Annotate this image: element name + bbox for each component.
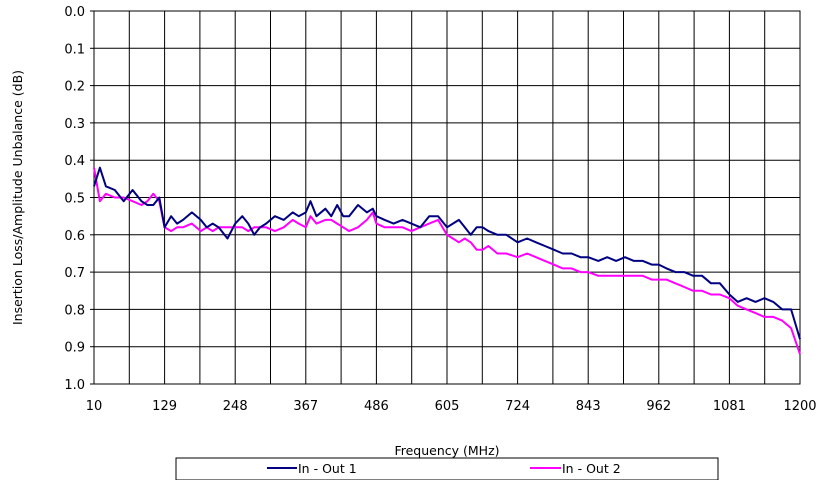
x-tick-label: 10 [86,399,103,414]
x-tick-label: 367 [293,399,318,414]
y-tick-label: 0.8 [64,303,85,318]
legend-label-series-2: In - Out 2 [562,461,621,476]
y-tick-label: 0.9 [64,341,85,356]
y-tick-label: 0.3 [64,117,85,132]
series-line-1 [93,166,801,340]
y-tick-label: 0.6 [64,229,85,244]
y-tick-label: 0.7 [64,266,85,281]
y-tick-label: 0.4 [64,154,85,169]
y-tick-label: 1.0 [64,378,85,393]
legend: In - Out 1 In - Out 2 [175,457,719,480]
y-tick-labels: 0.0 0.1 0.2 0.3 0.4 0.5 0.6 0.7 0.8 0.9 1.0 [64,5,94,393]
legend-label-series-1: In - Out 1 [298,461,357,476]
x-tick-label: 843 [576,399,601,414]
series-line-2 [93,167,801,355]
x-tick-labels: 10 129 248 367 486 605 724 843 962 1081 1200 [86,399,817,414]
x-tick-label: 605 [435,399,460,414]
x-tick-label: 962 [646,399,671,414]
legend-box [175,457,719,480]
x-tick-label: 486 [364,399,389,414]
grid [94,11,800,384]
x-tick-label: 724 [505,399,530,414]
series-lines [93,166,801,355]
y-axis-title: Insertion Loss/Amplitude Unbalance (dB) [10,70,25,325]
x-tick-label: 248 [223,399,248,414]
y-tick-label: 0.0 [64,5,85,20]
y-tick-label: 0.2 [64,80,85,95]
x-tick-label: 1200 [783,399,816,414]
y-tick-label: 0.5 [64,192,85,207]
x-tick-label: 1081 [713,399,746,414]
x-axis-title: Frequency (MHz) [394,443,499,458]
x-tick-label: 129 [152,399,177,414]
y-tick-label: 0.1 [64,42,85,57]
